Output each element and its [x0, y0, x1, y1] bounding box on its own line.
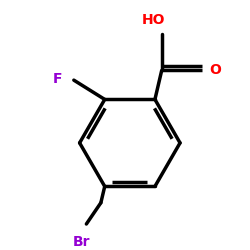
Text: F: F — [53, 72, 62, 86]
Text: O: O — [209, 64, 221, 78]
Text: HO: HO — [142, 13, 166, 27]
Text: Br: Br — [73, 235, 90, 249]
